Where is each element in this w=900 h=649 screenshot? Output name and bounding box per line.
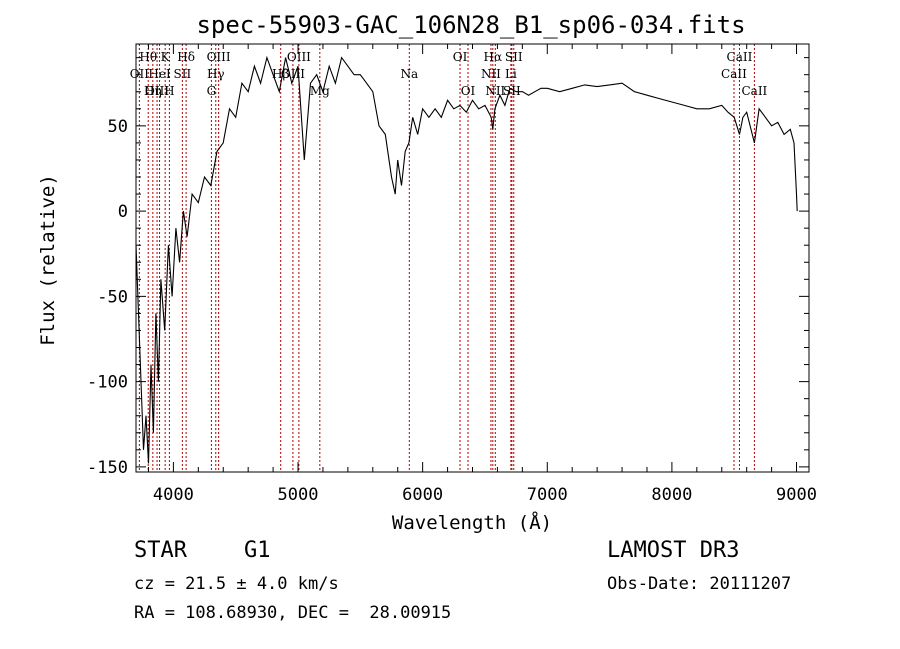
y-axis-label: Flux (relative) xyxy=(37,174,59,346)
x-tick-label: 6000 xyxy=(402,485,443,505)
coordinates-text: RA = 108.68930, DEC = 28.00915 xyxy=(134,603,452,623)
redshift-text: cz = 21.5 ± 4.0 km/s xyxy=(134,574,339,594)
y-axis-ticks: -150 -100 -50 0 50 xyxy=(87,57,809,478)
y-tick-label: -100 xyxy=(87,373,128,393)
spectral-line-label: SII xyxy=(505,50,523,64)
x-tick-label: 8000 xyxy=(651,485,692,505)
spectral-line-markers xyxy=(138,44,755,472)
x-tick-label: 5000 xyxy=(278,485,319,505)
spectral-line-label: NII xyxy=(481,67,501,81)
spectral-line-label: CaII xyxy=(721,67,747,81)
spectral-line-label: OII xyxy=(130,67,150,81)
x-axis-ticks: 4000 5000 6000 7000 8000 9000 xyxy=(147,44,817,505)
survey-label: LAMOST DR3 xyxy=(607,538,740,563)
spectral-line-label: Hβ xyxy=(272,67,289,81)
obs-date-text: Obs-Date: 20111207 xyxy=(607,574,792,594)
spectral-line-label: Li xyxy=(505,67,517,81)
spectral-line-label: K xyxy=(161,50,171,64)
x-tick-label: 7000 xyxy=(527,485,568,505)
spectral-line-label: H xyxy=(164,84,174,98)
spectral-line-label: SII xyxy=(174,67,192,81)
x-tick-label: 9000 xyxy=(776,485,817,505)
spectral-line-label: G xyxy=(207,84,217,98)
spectral-line-label: Hγ xyxy=(207,67,225,81)
y-tick-label: -50 xyxy=(97,287,128,307)
spectral-line-label: SII xyxy=(503,84,521,98)
spectral-line-label: Hδ xyxy=(177,50,195,64)
spectral-line-label: Hη xyxy=(144,84,162,98)
spectral-line-label: OI xyxy=(453,50,468,64)
spectral-line-label: CaII xyxy=(741,84,767,98)
spectrum-line xyxy=(135,55,798,464)
x-axis-label: Wavelength (Å) xyxy=(392,511,552,534)
spectral-line-label: OIII xyxy=(287,50,311,64)
spectral-line-label: OIII xyxy=(145,84,169,98)
spectral-line-label: CaII xyxy=(727,50,753,64)
spectral-line-label: Hα xyxy=(484,50,503,64)
spectral-line-label: Mg xyxy=(310,84,330,98)
spectral-line-label: OIII xyxy=(207,50,231,64)
object-subclass: G1 xyxy=(244,538,271,563)
y-tick-label: -150 xyxy=(87,458,128,478)
spectral-line-label: OI xyxy=(461,84,476,98)
x-tick-label: 4000 xyxy=(153,485,194,505)
y-tick-label: 0 xyxy=(118,202,128,222)
chart-title: spec-55903-GAC_106N28_B1_sp06-034.fits xyxy=(196,11,745,39)
spectral-line-label: NII xyxy=(485,84,505,98)
y-tick-label: 50 xyxy=(108,117,128,137)
spectral-line-label: HeI xyxy=(148,67,171,81)
spectral-line-label: Na xyxy=(400,67,418,81)
spectral-line-label: Hθ xyxy=(139,50,157,64)
object-class: STAR xyxy=(134,538,187,563)
